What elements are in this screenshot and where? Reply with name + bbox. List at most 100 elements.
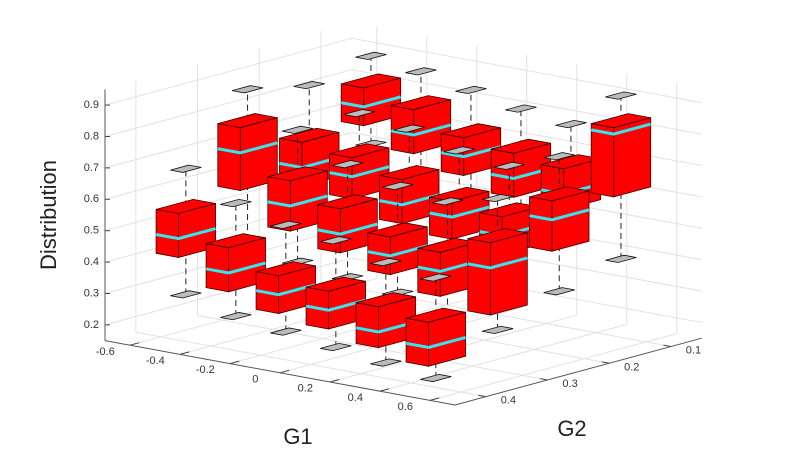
whisker-cap — [481, 193, 514, 203]
grid-line — [379, 323, 627, 392]
median-line — [255, 283, 317, 297]
grid-line — [229, 296, 477, 365]
axis-line — [454, 337, 702, 406]
box-front — [467, 238, 491, 316]
box-front — [155, 208, 179, 258]
grid-line — [104, 37, 352, 106]
whisker-cap — [381, 181, 414, 190]
whisker-cap — [231, 85, 264, 94]
whisker-cap — [505, 104, 537, 113]
whisker-cap — [270, 220, 302, 229]
median-line — [390, 123, 452, 137]
whisker-cap — [420, 373, 452, 383]
whisker-cap — [170, 290, 202, 299]
median-line — [367, 244, 428, 258]
axis-line — [104, 340, 456, 406]
whisker-cap — [170, 164, 202, 173]
tick-mark — [379, 388, 390, 392]
x-tick-label: 0.6 — [398, 401, 413, 413]
z-tick-label: 0.2 — [84, 319, 99, 331]
z-tick-label: 0.4 — [84, 256, 99, 268]
median-line — [340, 95, 402, 109]
box-front — [355, 302, 379, 349]
box-front — [205, 243, 229, 293]
whisker-cap — [493, 161, 525, 170]
median-line — [305, 298, 367, 312]
tick-mark — [429, 397, 440, 401]
y-tick-label: 0.2 — [624, 361, 639, 373]
grid-line — [429, 333, 677, 401]
box-front — [317, 204, 341, 254]
x-tick-label: 0.2 — [298, 383, 313, 395]
z-axis-label: Distribution — [36, 160, 61, 270]
median-line — [490, 166, 552, 180]
x-tick-label: 0.4 — [348, 392, 363, 404]
x-axis-label: G1 — [283, 424, 312, 449]
z-tick-label: 0.3 — [84, 287, 99, 299]
y-axis-label: G2 — [557, 416, 586, 441]
whisker-cap — [605, 91, 637, 100]
median-line — [217, 141, 278, 155]
grid-line — [135, 331, 486, 398]
whisker-cap — [281, 125, 314, 134]
whisker-cap — [370, 258, 402, 267]
z-tick-label: 0.7 — [84, 162, 99, 174]
tick-mark — [478, 394, 486, 398]
median-line — [529, 208, 590, 222]
whisker-cap — [605, 254, 637, 263]
x-tick-label: -0.4 — [146, 355, 165, 367]
x-tick-label: -0.6 — [96, 346, 115, 358]
box-front — [405, 317, 429, 367]
box-side — [489, 232, 528, 316]
whisker-cap — [331, 160, 364, 169]
whisker-cap — [393, 124, 425, 133]
whisker-cap — [543, 152, 575, 161]
whisker-cap — [543, 287, 575, 296]
whisker-cap — [320, 343, 352, 352]
median-line — [155, 227, 217, 241]
z-tick-label: 0.5 — [84, 225, 99, 237]
y-tick-label: 0.4 — [501, 395, 516, 407]
whisker-cap — [320, 236, 352, 245]
tick-mark — [539, 378, 548, 381]
median-line — [405, 335, 467, 349]
whisker-cap — [443, 146, 475, 155]
whisker-cap — [220, 312, 252, 321]
whisker-cap — [405, 67, 437, 76]
median-line — [467, 256, 528, 270]
z-tick-label: 0.9 — [84, 99, 99, 111]
box-front — [590, 123, 615, 198]
median-line — [355, 320, 417, 334]
box-front — [529, 196, 553, 252]
tick-mark — [329, 379, 340, 383]
whisker-cap — [355, 51, 387, 60]
median-line — [440, 145, 502, 159]
box-front — [490, 148, 515, 198]
grid-line — [197, 315, 548, 381]
whisker-cap — [370, 358, 402, 367]
median-line — [417, 259, 478, 273]
box-side — [551, 190, 590, 252]
whisker-cap — [420, 273, 452, 282]
whisker-cap — [220, 199, 252, 208]
whisker-cap — [293, 81, 325, 90]
y-tick-label: 0.1 — [686, 345, 701, 357]
x-tick-label: -0.2 — [196, 364, 215, 376]
z-tick-label: 0.6 — [84, 193, 99, 205]
median-line — [379, 193, 440, 207]
median-line — [205, 261, 267, 275]
median-line — [267, 194, 328, 208]
whisker-cap — [481, 325, 514, 334]
tick-mark — [229, 360, 240, 365]
median-line — [590, 122, 652, 136]
grid-line — [104, 69, 352, 137]
z-tick-label: 0.8 — [84, 130, 99, 142]
x-tick-label: 0 — [252, 373, 258, 385]
box-front — [417, 247, 441, 297]
whisker-cap — [555, 119, 587, 129]
whisker-cap — [343, 109, 375, 118]
median-line — [429, 205, 490, 219]
whisker-cap — [270, 327, 302, 336]
box-front — [217, 123, 241, 192]
